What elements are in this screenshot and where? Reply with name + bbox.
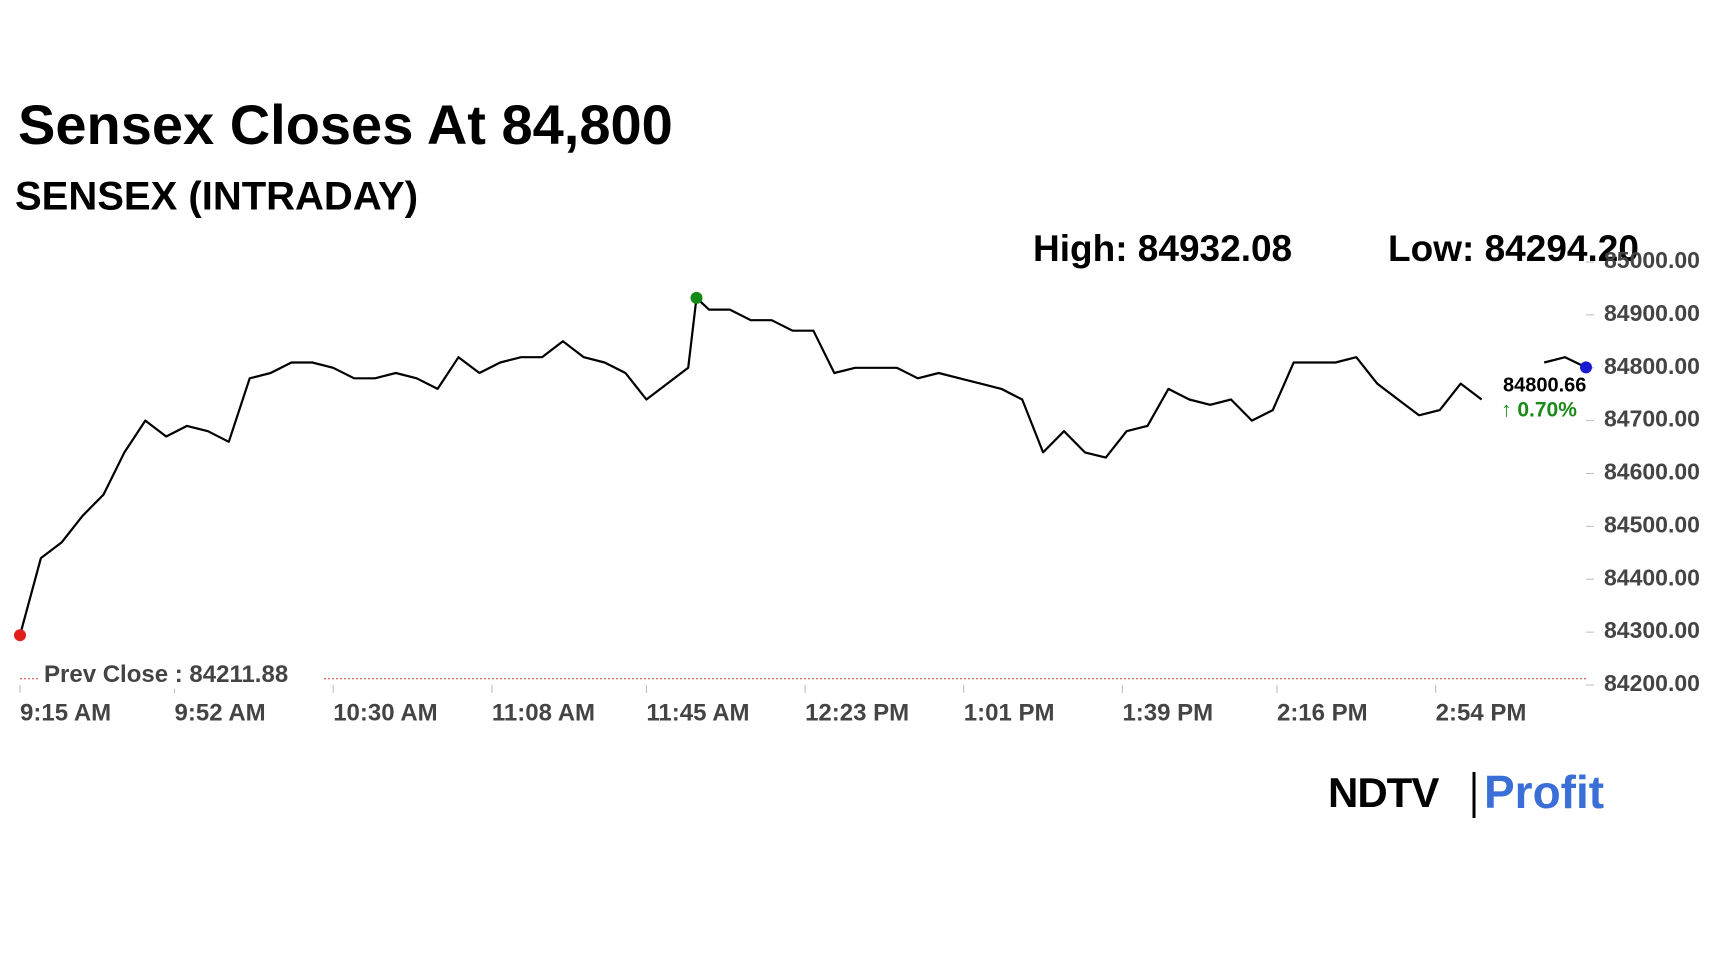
prev-close-label: Prev Close : 84211.88 xyxy=(44,661,288,688)
chart-subtitle: SENSEX (INTRADAY) xyxy=(15,175,418,219)
brand-profit: Profit xyxy=(1484,766,1604,818)
y-tick-label: 84400.00 xyxy=(1604,564,1700,590)
chart-title: Sensex Closes At 84,800 xyxy=(18,93,673,156)
y-tick-label: 84500.00 xyxy=(1604,511,1700,537)
y-tick-label: 84900.00 xyxy=(1604,300,1700,326)
y-tick-label: 84300.00 xyxy=(1604,617,1700,643)
high-marker xyxy=(690,291,703,304)
x-tick-label: 9:15 AM xyxy=(20,699,111,726)
low-marker xyxy=(14,629,26,642)
x-tick-label: 9:52 AM xyxy=(175,699,266,726)
last-label: 84800.66 xyxy=(1503,374,1586,396)
x-tick-label: 1:01 PM xyxy=(964,699,1055,726)
x-tick-label: 2:54 PM xyxy=(1436,699,1527,726)
x-tick-label: 1:39 PM xyxy=(1122,699,1213,726)
y-tick-label: 84800.00 xyxy=(1604,353,1700,379)
brand-ndtv: NDTV xyxy=(1328,769,1439,816)
y-tick-label: 84200.00 xyxy=(1604,670,1700,696)
x-tick-label: 2:16 PM xyxy=(1277,699,1368,726)
prev-close-bg xyxy=(38,662,324,689)
y-tick-label: 85000.00 xyxy=(1604,247,1700,273)
x-tick-label: 11:45 AM xyxy=(646,699,749,726)
y-tick-label: 84600.00 xyxy=(1604,459,1700,485)
high-label: High: 84932.08 xyxy=(1033,228,1292,269)
y-tick-label: 84700.00 xyxy=(1604,406,1700,432)
last-marker xyxy=(1580,361,1592,374)
x-tick-label: 12:23 PM xyxy=(805,699,909,726)
change-label: ↑ 0.70% xyxy=(1501,399,1577,422)
x-tick-label: 10:30 AM xyxy=(333,699,437,726)
x-tick-label: 11:08 AM xyxy=(492,699,595,726)
price-line xyxy=(18,296,1587,636)
low-label: Low: 84294.20 xyxy=(1388,228,1639,269)
